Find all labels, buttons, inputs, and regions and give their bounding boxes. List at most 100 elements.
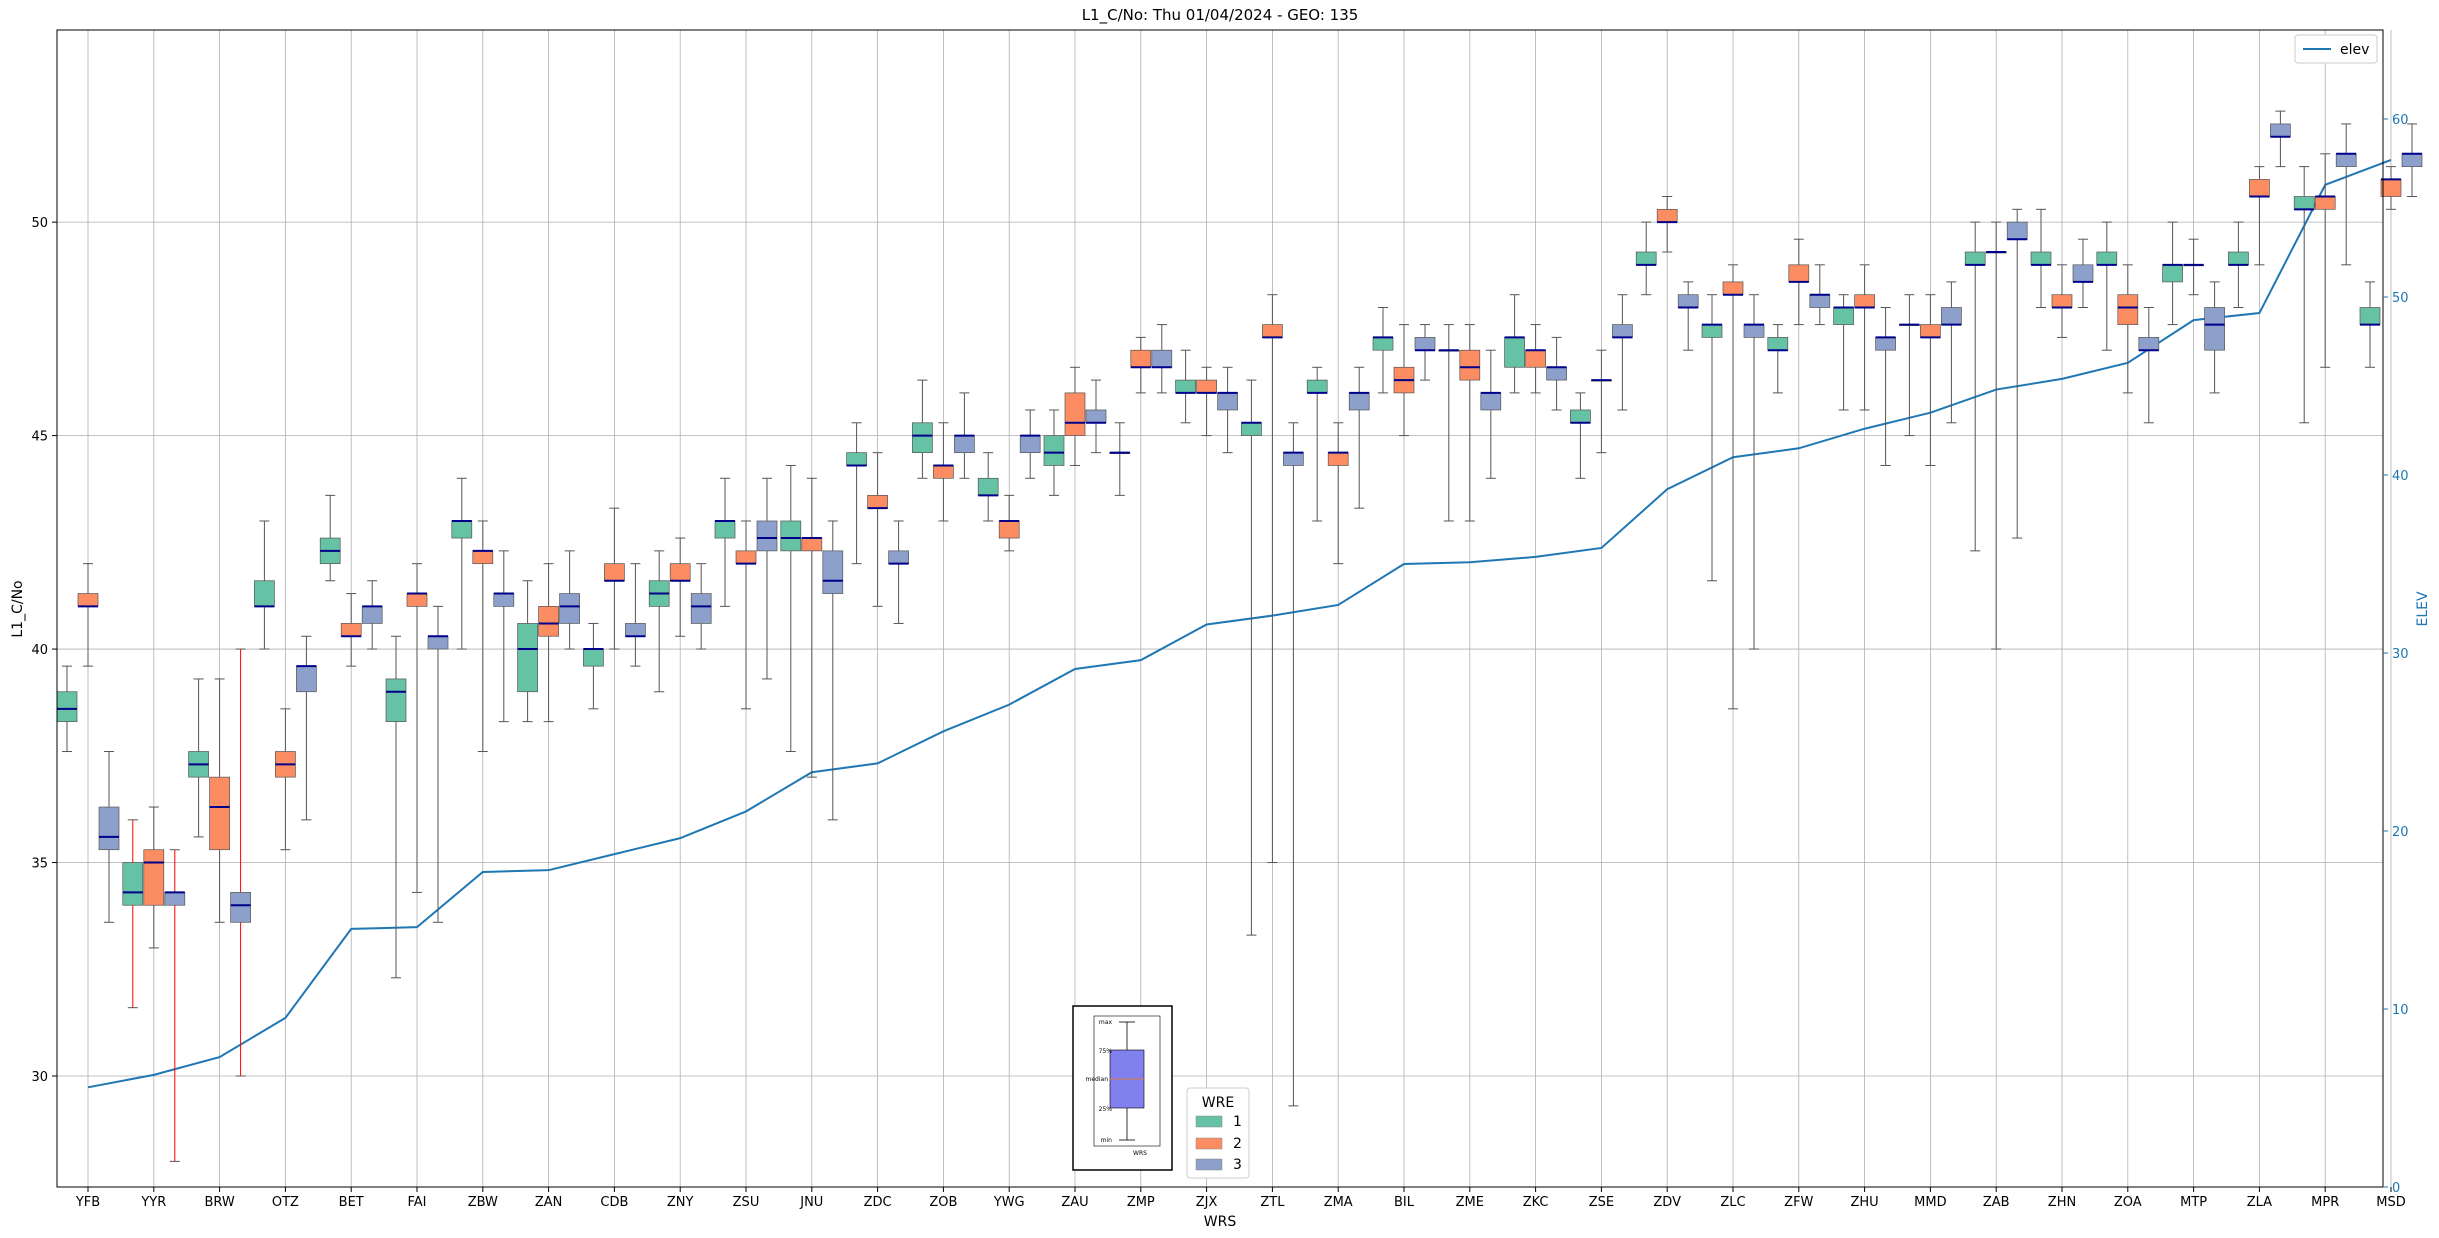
box-cdb-wre1 bbox=[583, 622, 604, 710]
x-tick-label: MPR bbox=[2311, 1195, 2339, 1210]
iqr-box bbox=[122, 862, 144, 906]
box-key-label-min: min bbox=[1101, 1137, 1113, 1144]
iqr-box bbox=[867, 495, 888, 509]
box-fai-wre2 bbox=[406, 563, 428, 893]
box-zdv-wre1 bbox=[1635, 221, 1657, 296]
box-zab-wre2 bbox=[1985, 221, 2007, 650]
box-key-label-q1: 25% bbox=[1099, 1106, 1113, 1113]
iqr-box bbox=[822, 550, 844, 594]
iqr-box bbox=[954, 435, 975, 454]
box-ywg-wre3 bbox=[1019, 409, 1041, 479]
x-tick-label: ZNY bbox=[667, 1195, 694, 1210]
wre-legend-label-3: 3 bbox=[1233, 1157, 1242, 1173]
x-tick-label: ZTL bbox=[1260, 1195, 1285, 1210]
wre-legend-title: WRE bbox=[1202, 1095, 1234, 1111]
box-brw-wre2 bbox=[209, 678, 230, 923]
x-tick-label: MSD bbox=[2376, 1195, 2405, 1210]
box-zjx-wre3 bbox=[1217, 366, 1238, 454]
box-fai-wre1 bbox=[385, 635, 407, 979]
box-fai-wre3 bbox=[427, 605, 449, 923]
iqr-box bbox=[1241, 422, 1262, 436]
box-zbw-wre1 bbox=[451, 477, 473, 650]
box-zme-wre2 bbox=[1459, 324, 1481, 522]
iqr-box bbox=[1043, 435, 1065, 466]
iqr-box bbox=[2380, 179, 2402, 197]
box-ztl-wre2 bbox=[1262, 294, 1283, 864]
box-mmd-wre1 bbox=[1899, 294, 1920, 437]
iqr-box bbox=[2228, 251, 2249, 266]
wre-legend: WRE 1 2 3 bbox=[1186, 1087, 1250, 1179]
x-tick-label: JNU bbox=[799, 1195, 823, 1210]
box-zsu-wre1 bbox=[714, 477, 736, 607]
box-zhu-wre2 bbox=[1854, 264, 1875, 411]
iqr-box bbox=[735, 550, 757, 565]
box-key-axes bbox=[1093, 1015, 1161, 1147]
iqr-box bbox=[254, 580, 275, 607]
iqr-box bbox=[912, 422, 933, 454]
iqr-box bbox=[998, 520, 1020, 539]
box-msd-wre3 bbox=[2401, 123, 2423, 198]
box-zob-wre2 bbox=[933, 422, 954, 522]
iqr-box bbox=[1964, 251, 1986, 266]
box-zla-wre3 bbox=[2270, 110, 2291, 168]
iqr-box bbox=[1854, 294, 1875, 308]
iqr-box bbox=[296, 665, 317, 693]
x-tick-label: ZSU bbox=[733, 1195, 760, 1210]
x-tick-label: MTP bbox=[2180, 1195, 2207, 1210]
iqr-box bbox=[2314, 196, 2336, 210]
box-zbw-wre2 bbox=[472, 520, 494, 753]
box-zlc-wre3 bbox=[1743, 294, 1765, 650]
box-zse-wre3 bbox=[1612, 294, 1633, 411]
box-zny-wre3 bbox=[690, 563, 712, 650]
iqr-box bbox=[1175, 379, 1196, 394]
box-zdv-wre2 bbox=[1656, 196, 1678, 253]
iqr-box bbox=[1348, 392, 1370, 411]
iqr-box bbox=[230, 892, 251, 923]
box-zjx-wre2 bbox=[1196, 366, 1217, 437]
iqr-box bbox=[780, 520, 802, 552]
y-tick-label: 40 bbox=[31, 643, 48, 658]
box-yyr-wre3 bbox=[164, 849, 186, 1162]
y-right-tick-label: 10 bbox=[2392, 1003, 2409, 1018]
x-tick-label: ZME bbox=[1456, 1195, 1484, 1210]
iqr-box bbox=[1130, 349, 1152, 368]
x-tick-label: MMD bbox=[1914, 1195, 1946, 1210]
iqr-box bbox=[1635, 251, 1657, 266]
iqr-box bbox=[427, 635, 449, 650]
box-layer bbox=[56, 110, 2423, 1162]
box-bil-wre3 bbox=[1414, 324, 1436, 381]
iqr-box bbox=[1306, 379, 1328, 394]
box-zfw-wre3 bbox=[1809, 264, 1831, 326]
iqr-box bbox=[1151, 349, 1173, 368]
y-right-tick-label: 0 bbox=[2392, 1181, 2400, 1196]
iqr-box bbox=[1767, 337, 1789, 351]
iqr-box bbox=[2359, 307, 2381, 325]
box-mmd-wre3 bbox=[1941, 281, 1962, 424]
x-tick-label: ZAN bbox=[535, 1195, 563, 1210]
x-tick-label: YWG bbox=[993, 1195, 1025, 1210]
iqr-box bbox=[2072, 264, 2094, 283]
iqr-box bbox=[2006, 221, 2028, 240]
x-tick-label: YYR bbox=[140, 1195, 166, 1210]
box-zlc-wre2 bbox=[1722, 264, 1744, 710]
box-zfw-wre1 bbox=[1767, 324, 1789, 394]
box-key-label-q3: 75% bbox=[1099, 1048, 1113, 1055]
box-zmp-wre3 bbox=[1151, 324, 1173, 394]
box-jnu-wre2 bbox=[801, 477, 823, 778]
y-right-tick-label: 30 bbox=[2392, 647, 2409, 662]
x-tick-label: ZOB bbox=[929, 1195, 957, 1210]
x-tick-label: BIL bbox=[1394, 1195, 1415, 1210]
iqr-box bbox=[517, 623, 538, 693]
y-tick-label: 30 bbox=[31, 1070, 48, 1085]
box-zab-wre3 bbox=[2006, 208, 2028, 539]
iqr-box bbox=[2030, 251, 2052, 266]
iqr-box bbox=[1019, 435, 1041, 454]
box-zfw-wre2 bbox=[1788, 238, 1810, 326]
box-zme-wre1 bbox=[1438, 324, 1460, 522]
iqr-box bbox=[406, 593, 428, 607]
box-key-label-max: max bbox=[1099, 1019, 1113, 1026]
x-axis-label: WRS bbox=[1204, 1214, 1237, 1230]
x-tick-label: BRW bbox=[204, 1195, 234, 1210]
iqr-box bbox=[2204, 307, 2225, 351]
iqr-box bbox=[1283, 452, 1304, 466]
